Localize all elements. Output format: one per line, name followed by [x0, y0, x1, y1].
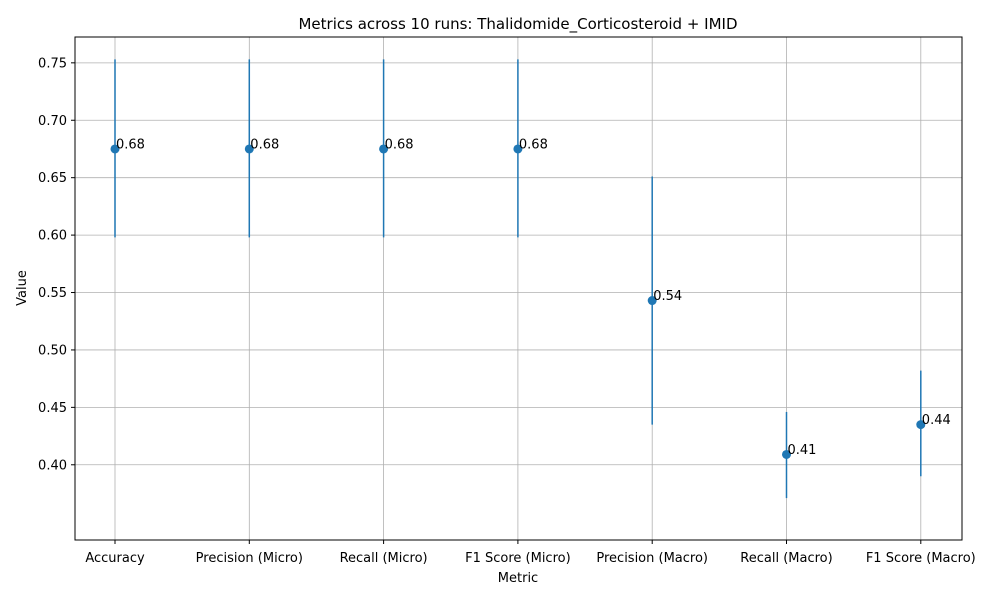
- y-tick-label: 0.65: [38, 171, 67, 186]
- x-tick-label: Precision (Micro): [196, 551, 303, 566]
- y-tick-label: 0.75: [38, 56, 67, 71]
- y-tick-label: 0.45: [38, 401, 67, 416]
- x-axis-ticks: Accuracy Precision (Micro) Recall (Micro) F…: [85, 540, 976, 566]
- data-point: [513, 144, 523, 154]
- data-label: 0.44: [922, 413, 951, 428]
- x-tick-label: Recall (Macro): [740, 551, 832, 566]
- data-label: 0.68: [385, 137, 414, 152]
- data-point: [916, 420, 926, 430]
- data-point: [647, 296, 657, 306]
- x-axis-label: Metric: [498, 571, 538, 586]
- plot-frame: [74, 36, 963, 541]
- chart-title: Metrics across 10 runs: Thalidomide_Cort…: [298, 15, 737, 34]
- data-label: 0.54: [653, 289, 682, 304]
- data-point: [379, 144, 389, 154]
- data-point: [110, 144, 120, 154]
- data-label: 0.68: [116, 137, 145, 152]
- data-label: 0.68: [250, 137, 279, 152]
- x-tick-label: Precision (Macro): [596, 551, 708, 566]
- y-tick-label: 0.70: [38, 114, 67, 129]
- point-layer: [110, 144, 926, 459]
- x-tick-label: F1 Score (Macro): [866, 551, 976, 566]
- data-label: 0.41: [788, 443, 817, 458]
- x-tick-label: F1 Score (Micro): [465, 551, 571, 566]
- data-label: 0.68: [519, 137, 548, 152]
- y-tick-label: 0.50: [38, 343, 67, 358]
- x-tick-label: Accuracy: [85, 551, 145, 566]
- y-axis-ticks: 0.40 0.45 0.50 0.55 0.60 0.65 0.70 0.75: [38, 56, 75, 473]
- data-label-layer: 0.68 0.68 0.68 0.68 0.54 0.41 0.44: [116, 137, 951, 457]
- data-point: [782, 449, 791, 459]
- y-axis-label: Value: [15, 270, 30, 306]
- y-tick-label: 0.60: [38, 229, 67, 244]
- x-tick-label: Recall (Micro): [340, 551, 428, 566]
- y-tick-label: 0.40: [38, 458, 67, 473]
- data-point: [244, 144, 254, 154]
- y-tick-label: 0.55: [38, 286, 67, 301]
